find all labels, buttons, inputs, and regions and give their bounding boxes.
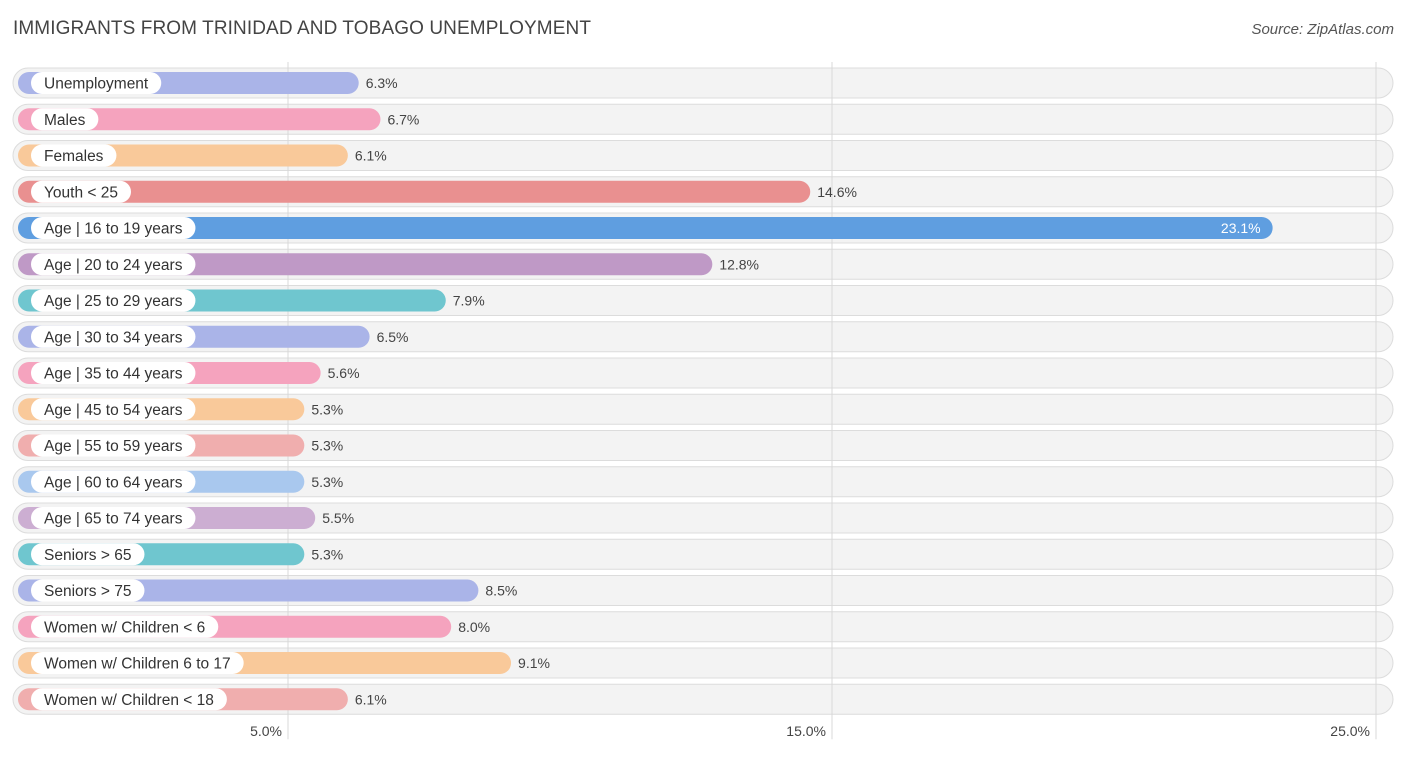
- category-label: Age | 25 to 29 years: [44, 293, 183, 310]
- bar: [18, 108, 381, 131]
- row-background: [12, 357, 1394, 389]
- value-label: 14.6%: [817, 184, 857, 200]
- category-pill: [31, 543, 145, 566]
- x-tick-label: 5.0%: [250, 723, 282, 739]
- category-label: Age | 65 to 74 years: [44, 511, 183, 528]
- bar-row: Unemployment 6.3%: [18, 72, 398, 94]
- value-label: 6.1%: [355, 691, 387, 707]
- row-background: [12, 502, 1394, 534]
- value-label: 5.3%: [311, 546, 343, 562]
- bar-row: Age | 16 to 19 years 23.1%: [18, 217, 1273, 239]
- category-label: Unemployment: [44, 76, 149, 93]
- category-pill: [31, 108, 99, 131]
- category-pill: [31, 434, 196, 457]
- category-pill: [31, 579, 145, 602]
- category-label: Women w/ Children 6 to 17: [44, 656, 231, 673]
- row-background: [12, 393, 1394, 425]
- row-background: [12, 67, 1394, 99]
- category-pill: [31, 652, 244, 674]
- category-label: Age | 16 to 19 years: [44, 221, 183, 238]
- row-background: [12, 538, 1394, 570]
- value-label: 8.0%: [458, 619, 490, 635]
- category-pill: [31, 289, 196, 312]
- x-tick-label: 25.0%: [1330, 723, 1370, 739]
- value-label: 6.5%: [377, 329, 409, 345]
- category-label: Seniors > 65: [44, 547, 131, 564]
- bar-row: Age | 60 to 64 years 5.3%: [18, 470, 343, 493]
- category-label: Age | 30 to 34 years: [44, 329, 183, 346]
- category-label: Males: [44, 112, 86, 129]
- value-label: 6.3%: [366, 75, 398, 91]
- bar-row: Age | 30 to 34 years 6.5%: [18, 325, 409, 348]
- category-pill: [31, 72, 162, 94]
- category-pill: [31, 325, 196, 348]
- category-label: Females: [44, 148, 104, 165]
- category-label: Seniors > 75: [44, 583, 131, 600]
- category-pill: [31, 253, 196, 276]
- bar-row: Seniors > 75 8.5%: [18, 579, 517, 602]
- chart-title: IMMIGRANTS FROM TRINIDAD AND TOBAGO UNEM…: [13, 18, 592, 39]
- bar-row: Youth < 25 14.6%: [18, 180, 857, 203]
- row-background: [12, 430, 1394, 461]
- category-label: Age | 35 to 44 years: [44, 366, 183, 383]
- category-label: Age | 45 to 54 years: [44, 402, 183, 419]
- chart-source: Source: ZipAtlas.com: [1251, 21, 1394, 38]
- value-label: 9.1%: [518, 655, 550, 671]
- bar-row: Women w/ Children < 6 8.0%: [18, 615, 490, 638]
- category-label: Women w/ Children < 18: [44, 692, 214, 709]
- bar-row: Age | 55 to 59 years 5.3%: [18, 434, 343, 457]
- category-label: Women w/ Children < 6: [44, 619, 205, 636]
- category-pill: [31, 144, 117, 167]
- value-label: 23.1%: [1221, 220, 1261, 236]
- value-label: 5.3%: [311, 401, 343, 417]
- category-pill: [31, 180, 131, 203]
- bar-row: Age | 35 to 44 years 5.6%: [18, 362, 360, 384]
- x-tick-label: 15.0%: [786, 723, 826, 739]
- category-label: Youth < 25: [44, 184, 118, 201]
- category-pill: [31, 470, 196, 493]
- bar-row: Women w/ Children 6 to 17 9.1%: [18, 652, 550, 674]
- x-axis-ticks: 5.0% 15.0% 25.0%: [250, 723, 1370, 739]
- value-label: 12.8%: [719, 256, 759, 272]
- category-pill: [31, 507, 196, 529]
- row-background: [12, 140, 1394, 171]
- category-label: Age | 60 to 64 years: [44, 474, 183, 491]
- bar-row: Age | 25 to 29 years 7.9%: [18, 289, 485, 312]
- bar-row: Males 6.7%: [18, 108, 419, 131]
- value-label: 5.6%: [328, 365, 360, 381]
- value-label: 8.5%: [485, 583, 517, 599]
- value-label: 7.9%: [453, 293, 485, 309]
- bar: [18, 180, 811, 203]
- category-label: Age | 20 to 24 years: [44, 257, 183, 274]
- category-pill: [31, 615, 219, 638]
- category-label: Age | 55 to 59 years: [44, 438, 183, 455]
- category-pill: [31, 362, 196, 384]
- category-pill: [31, 398, 196, 421]
- bar-row: Women w/ Children < 18 6.1%: [18, 688, 387, 711]
- row-background: [12, 683, 1394, 715]
- category-pill: [31, 217, 196, 239]
- bar-row: Seniors > 65 5.3%: [18, 543, 343, 566]
- bar-row: Age | 20 to 24 years 12.8%: [18, 253, 759, 276]
- category-pill: [31, 688, 227, 711]
- bar: [18, 217, 1273, 239]
- value-label: 5.5%: [322, 510, 354, 526]
- bar-row: Age | 45 to 54 years 5.3%: [18, 398, 343, 421]
- value-label: 6.7%: [387, 111, 419, 127]
- value-label: 5.3%: [311, 438, 343, 454]
- bar-row: Females 6.1%: [18, 144, 387, 167]
- value-label: 6.1%: [355, 148, 387, 164]
- bar-row: Age | 65 to 74 years 5.5%: [18, 507, 354, 529]
- row-background: [12, 466, 1394, 498]
- value-label: 5.3%: [311, 474, 343, 490]
